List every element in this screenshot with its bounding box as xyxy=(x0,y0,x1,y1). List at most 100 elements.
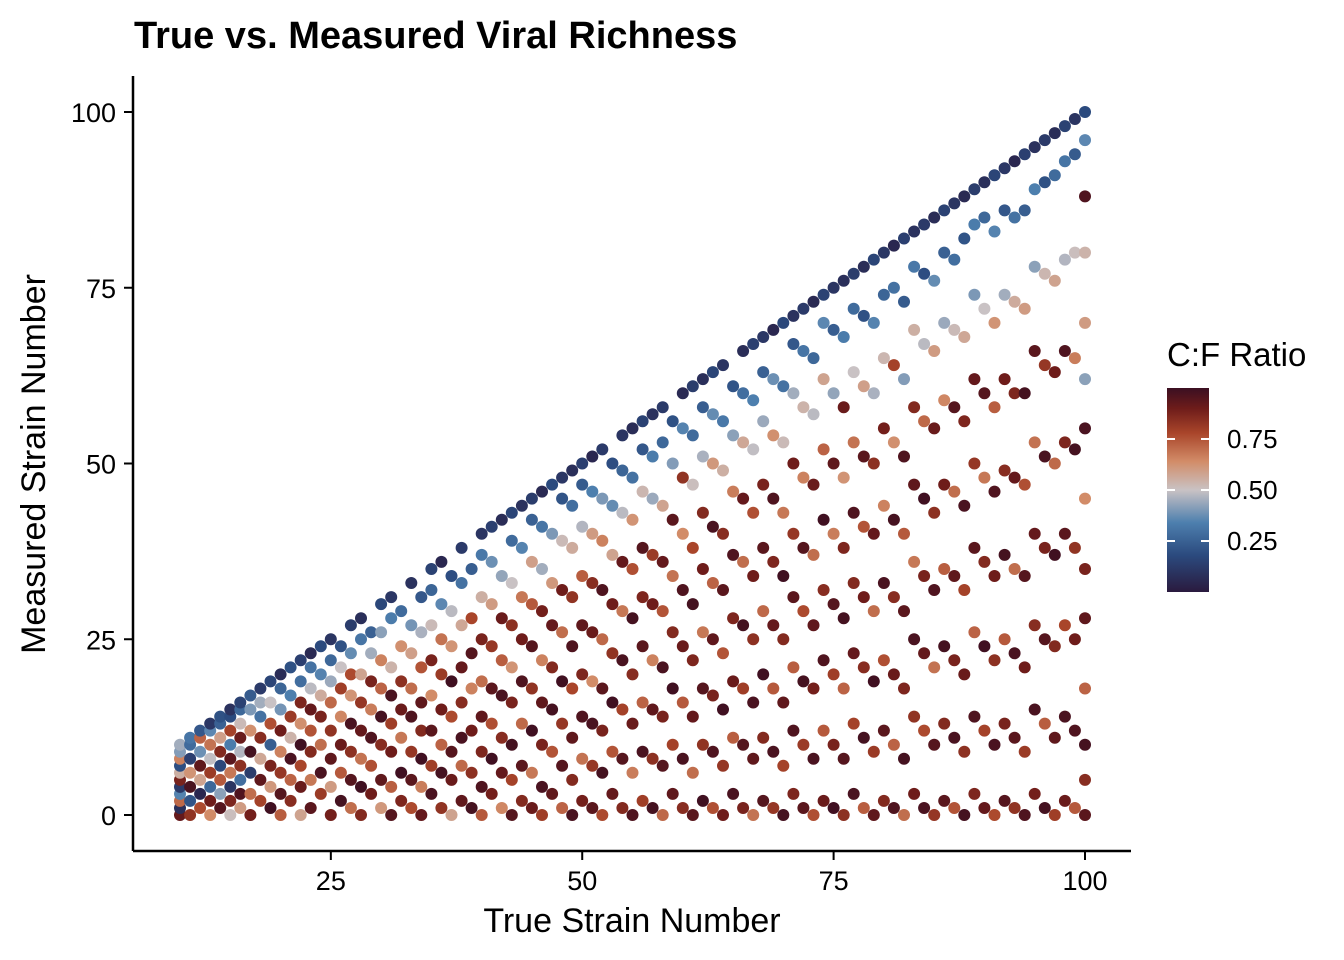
data-point xyxy=(485,682,498,695)
data-point xyxy=(294,654,307,667)
data-point xyxy=(998,548,1011,561)
data-point xyxy=(968,183,981,196)
data-point xyxy=(304,802,317,814)
data-point xyxy=(224,752,237,765)
data-point xyxy=(938,478,951,491)
data-point xyxy=(284,773,297,786)
data-point xyxy=(365,675,378,688)
data-point xyxy=(928,506,941,519)
data-point xyxy=(405,577,418,589)
data-point xyxy=(928,422,941,435)
data-point xyxy=(656,759,669,772)
data-point xyxy=(234,787,247,800)
data-point xyxy=(918,218,931,231)
data-point xyxy=(727,675,740,688)
data-point xyxy=(596,584,609,596)
data-point xyxy=(324,724,337,737)
data-point xyxy=(465,802,478,814)
data-point xyxy=(898,450,910,463)
data-point xyxy=(797,802,810,814)
data-point xyxy=(706,577,719,589)
data-point xyxy=(586,450,599,463)
data-point xyxy=(646,752,659,765)
data-point xyxy=(807,352,820,365)
data-point xyxy=(807,752,820,765)
data-point xyxy=(596,682,609,695)
data-point xyxy=(425,724,438,737)
data-point xyxy=(1018,661,1031,674)
data-point xyxy=(837,471,850,484)
data-point xyxy=(204,809,217,821)
data-point xyxy=(837,541,850,554)
data-point xyxy=(898,752,910,765)
data-point xyxy=(988,654,1001,667)
y-tick-label: 75 xyxy=(86,274,116,304)
data-point xyxy=(435,738,448,751)
data-point xyxy=(877,499,890,512)
data-point xyxy=(696,563,709,575)
data-point xyxy=(887,802,900,814)
data-point xyxy=(727,548,740,561)
data-point xyxy=(958,499,971,512)
data-point xyxy=(294,738,307,751)
data-point xyxy=(304,745,317,758)
data-point xyxy=(576,457,589,470)
data-point xyxy=(606,598,619,611)
data-point xyxy=(646,548,659,561)
data-point xyxy=(706,689,719,702)
data-point xyxy=(1008,731,1021,744)
data-point xyxy=(988,225,1001,238)
data-point xyxy=(1038,717,1051,730)
data-point xyxy=(1028,619,1041,632)
data-point xyxy=(405,745,418,758)
data-point xyxy=(656,661,669,674)
data-point xyxy=(505,619,518,632)
data-point xyxy=(576,478,589,491)
y-axis-title: Measured Strain Number xyxy=(15,274,53,654)
data-point xyxy=(234,696,247,709)
data-point xyxy=(596,633,609,646)
data-point xyxy=(495,570,508,582)
data-point xyxy=(455,759,468,772)
data-point xyxy=(867,675,880,688)
data-point xyxy=(515,717,528,730)
data-point xyxy=(586,802,599,814)
data-point xyxy=(706,366,719,379)
data-point xyxy=(1068,352,1081,365)
x-tick-label: 100 xyxy=(1062,866,1107,896)
data-point xyxy=(777,436,790,449)
data-point xyxy=(344,773,357,786)
data-point xyxy=(1058,155,1071,168)
data-point xyxy=(405,682,418,695)
data-point xyxy=(204,738,217,751)
data-point xyxy=(928,211,941,224)
data-point xyxy=(706,633,719,646)
data-point xyxy=(274,809,287,821)
data-point xyxy=(998,794,1011,807)
data-point xyxy=(1038,134,1051,147)
data-point xyxy=(184,752,197,765)
y-tick-label: 25 xyxy=(86,625,116,655)
data-point xyxy=(505,534,518,547)
data-point xyxy=(777,759,790,772)
data-point xyxy=(324,633,337,646)
data-point xyxy=(505,738,518,751)
data-point xyxy=(234,731,247,744)
data-point xyxy=(324,809,337,821)
data-point xyxy=(254,731,267,744)
data-point xyxy=(827,668,840,681)
data-point xyxy=(264,696,277,709)
data-point xyxy=(646,598,659,611)
data-point xyxy=(1028,436,1041,449)
data-point xyxy=(847,577,860,589)
data-point xyxy=(636,794,649,807)
data-point xyxy=(244,809,257,821)
data-point xyxy=(1008,295,1021,308)
data-point xyxy=(767,682,780,695)
data-point xyxy=(626,563,639,575)
data-point xyxy=(1058,436,1071,449)
data-point xyxy=(616,429,629,442)
data-point xyxy=(1038,359,1051,372)
data-point xyxy=(787,787,800,800)
data-point xyxy=(194,759,207,772)
